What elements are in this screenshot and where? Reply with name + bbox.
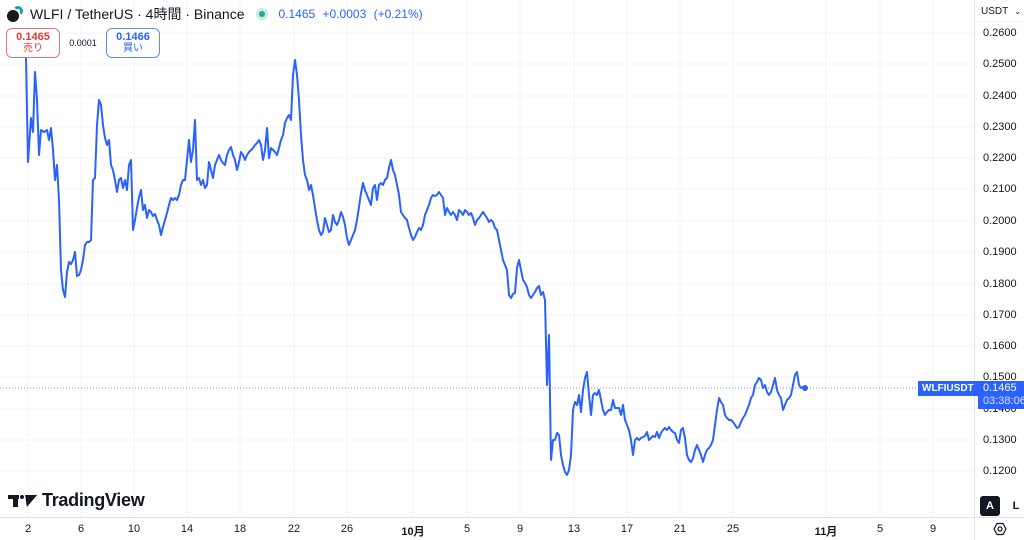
price-axis-label: 0.2600 [983, 27, 1017, 39]
chevron-down-icon: ⌄ [1014, 7, 1021, 16]
time-axis[interactable]: 2 6 10 14 18 22 26 10月 5 9 13 17 21 25 11月 5 9 [0, 517, 974, 540]
last-price: 0.1465 [278, 7, 316, 21]
chart-area[interactable] [0, 0, 974, 517]
price-line [25, 57, 806, 476]
tradingview-logo-text: TradingView [42, 490, 145, 510]
price-chart[interactable] [0, 0, 974, 517]
price-change: +0.0003 [322, 7, 367, 21]
price-axis-label: 0.1800 [983, 278, 1017, 290]
last-price-marker [802, 385, 808, 391]
time-axis-label: 6 [77, 523, 85, 535]
chart-settings-button[interactable] [974, 517, 1024, 540]
time-axis-label: 2 [24, 523, 32, 535]
time-axis-label: 14 [180, 523, 194, 535]
time-axis-label: 13 [567, 523, 581, 535]
buy-button[interactable]: 0.1466 買い [106, 28, 160, 58]
last-price-tag: 0.1465 03:38:06 [978, 381, 1024, 409]
spread-value: 0.0001 [69, 38, 97, 48]
price-axis-label: 0.2500 [983, 58, 1017, 70]
symbol-tag: WLFIUSDT [918, 381, 978, 396]
sell-price: 0.1465 [16, 31, 50, 43]
chart-header: WLFI / TetherUS · 4時間 · Binance 0.1465 +… [6, 4, 427, 24]
time-axis-label: 21 [673, 523, 687, 535]
tradingview-mark-icon [8, 493, 38, 509]
time-axis-label: 9 [929, 523, 937, 535]
quote-summary: 0.1465 +0.0003 (+0.21%) [278, 7, 426, 21]
bar-countdown: 03:38:06 [983, 395, 1024, 407]
log-scale-button[interactable]: L [1006, 496, 1024, 516]
price-axis-label: 0.2100 [983, 183, 1017, 195]
currency-select[interactable]: USDT ⌄ [977, 2, 1024, 22]
price-axis-label: 0.1300 [983, 434, 1017, 446]
time-axis-label: 17 [620, 523, 634, 535]
price-axis-label: 0.1500 [983, 371, 1017, 383]
sell-label: 売り [23, 43, 43, 54]
price-axis-label: 0.2200 [983, 152, 1017, 164]
scale-buttons: A L [980, 496, 1024, 516]
price-axis-label: 0.1700 [983, 309, 1017, 321]
price-axis-label: 0.1600 [983, 340, 1017, 352]
wlfi-coin-icon [6, 5, 24, 23]
price-axis-label: 0.2400 [983, 90, 1017, 102]
time-axis-label: 22 [287, 523, 301, 535]
price-axis-label: 0.2000 [983, 215, 1017, 227]
price-change-pct: (+0.21%) [373, 7, 423, 21]
symbol-title[interactable]: WLFI / TetherUS · 4時間 · Binance [30, 6, 245, 22]
time-axis-label: 10 [127, 523, 141, 535]
time-axis-label: 11月 [814, 526, 838, 538]
time-axis-label: 5 [463, 523, 471, 535]
sell-button[interactable]: 0.1465 売り [6, 28, 60, 58]
settings-hexagon-icon [992, 522, 1007, 536]
price-axis-label: 0.2300 [983, 121, 1017, 133]
last-price-tag-value: 0.1465 [983, 382, 1017, 394]
auto-scale-button[interactable]: A [980, 496, 1000, 516]
time-axis-label: 18 [233, 523, 247, 535]
time-axis-label: 26 [340, 523, 354, 535]
market-status-icon[interactable] [256, 8, 269, 20]
chart-grid [0, 0, 974, 517]
tradingview-logo[interactable]: TradingView [8, 490, 145, 511]
time-axis-label: 25 [726, 523, 740, 535]
price-axis-label: 0.1900 [983, 246, 1017, 258]
currency-label: USDT [981, 6, 1009, 17]
time-axis-label: 10月 [401, 526, 425, 538]
price-axis[interactable]: USDT ⌄ 0.2600 0.2500 0.2400 0.2300 0.2200 0.2… [974, 0, 1024, 517]
price-axis-label: 0.1200 [983, 465, 1017, 477]
time-axis-label: 9 [516, 523, 524, 535]
buy-label: 買い [123, 43, 143, 54]
time-axis-label: 5 [876, 523, 884, 535]
trade-panel: 0.1465 売り 0.0001 0.1466 買い [6, 28, 160, 58]
buy-price: 0.1466 [116, 31, 150, 43]
